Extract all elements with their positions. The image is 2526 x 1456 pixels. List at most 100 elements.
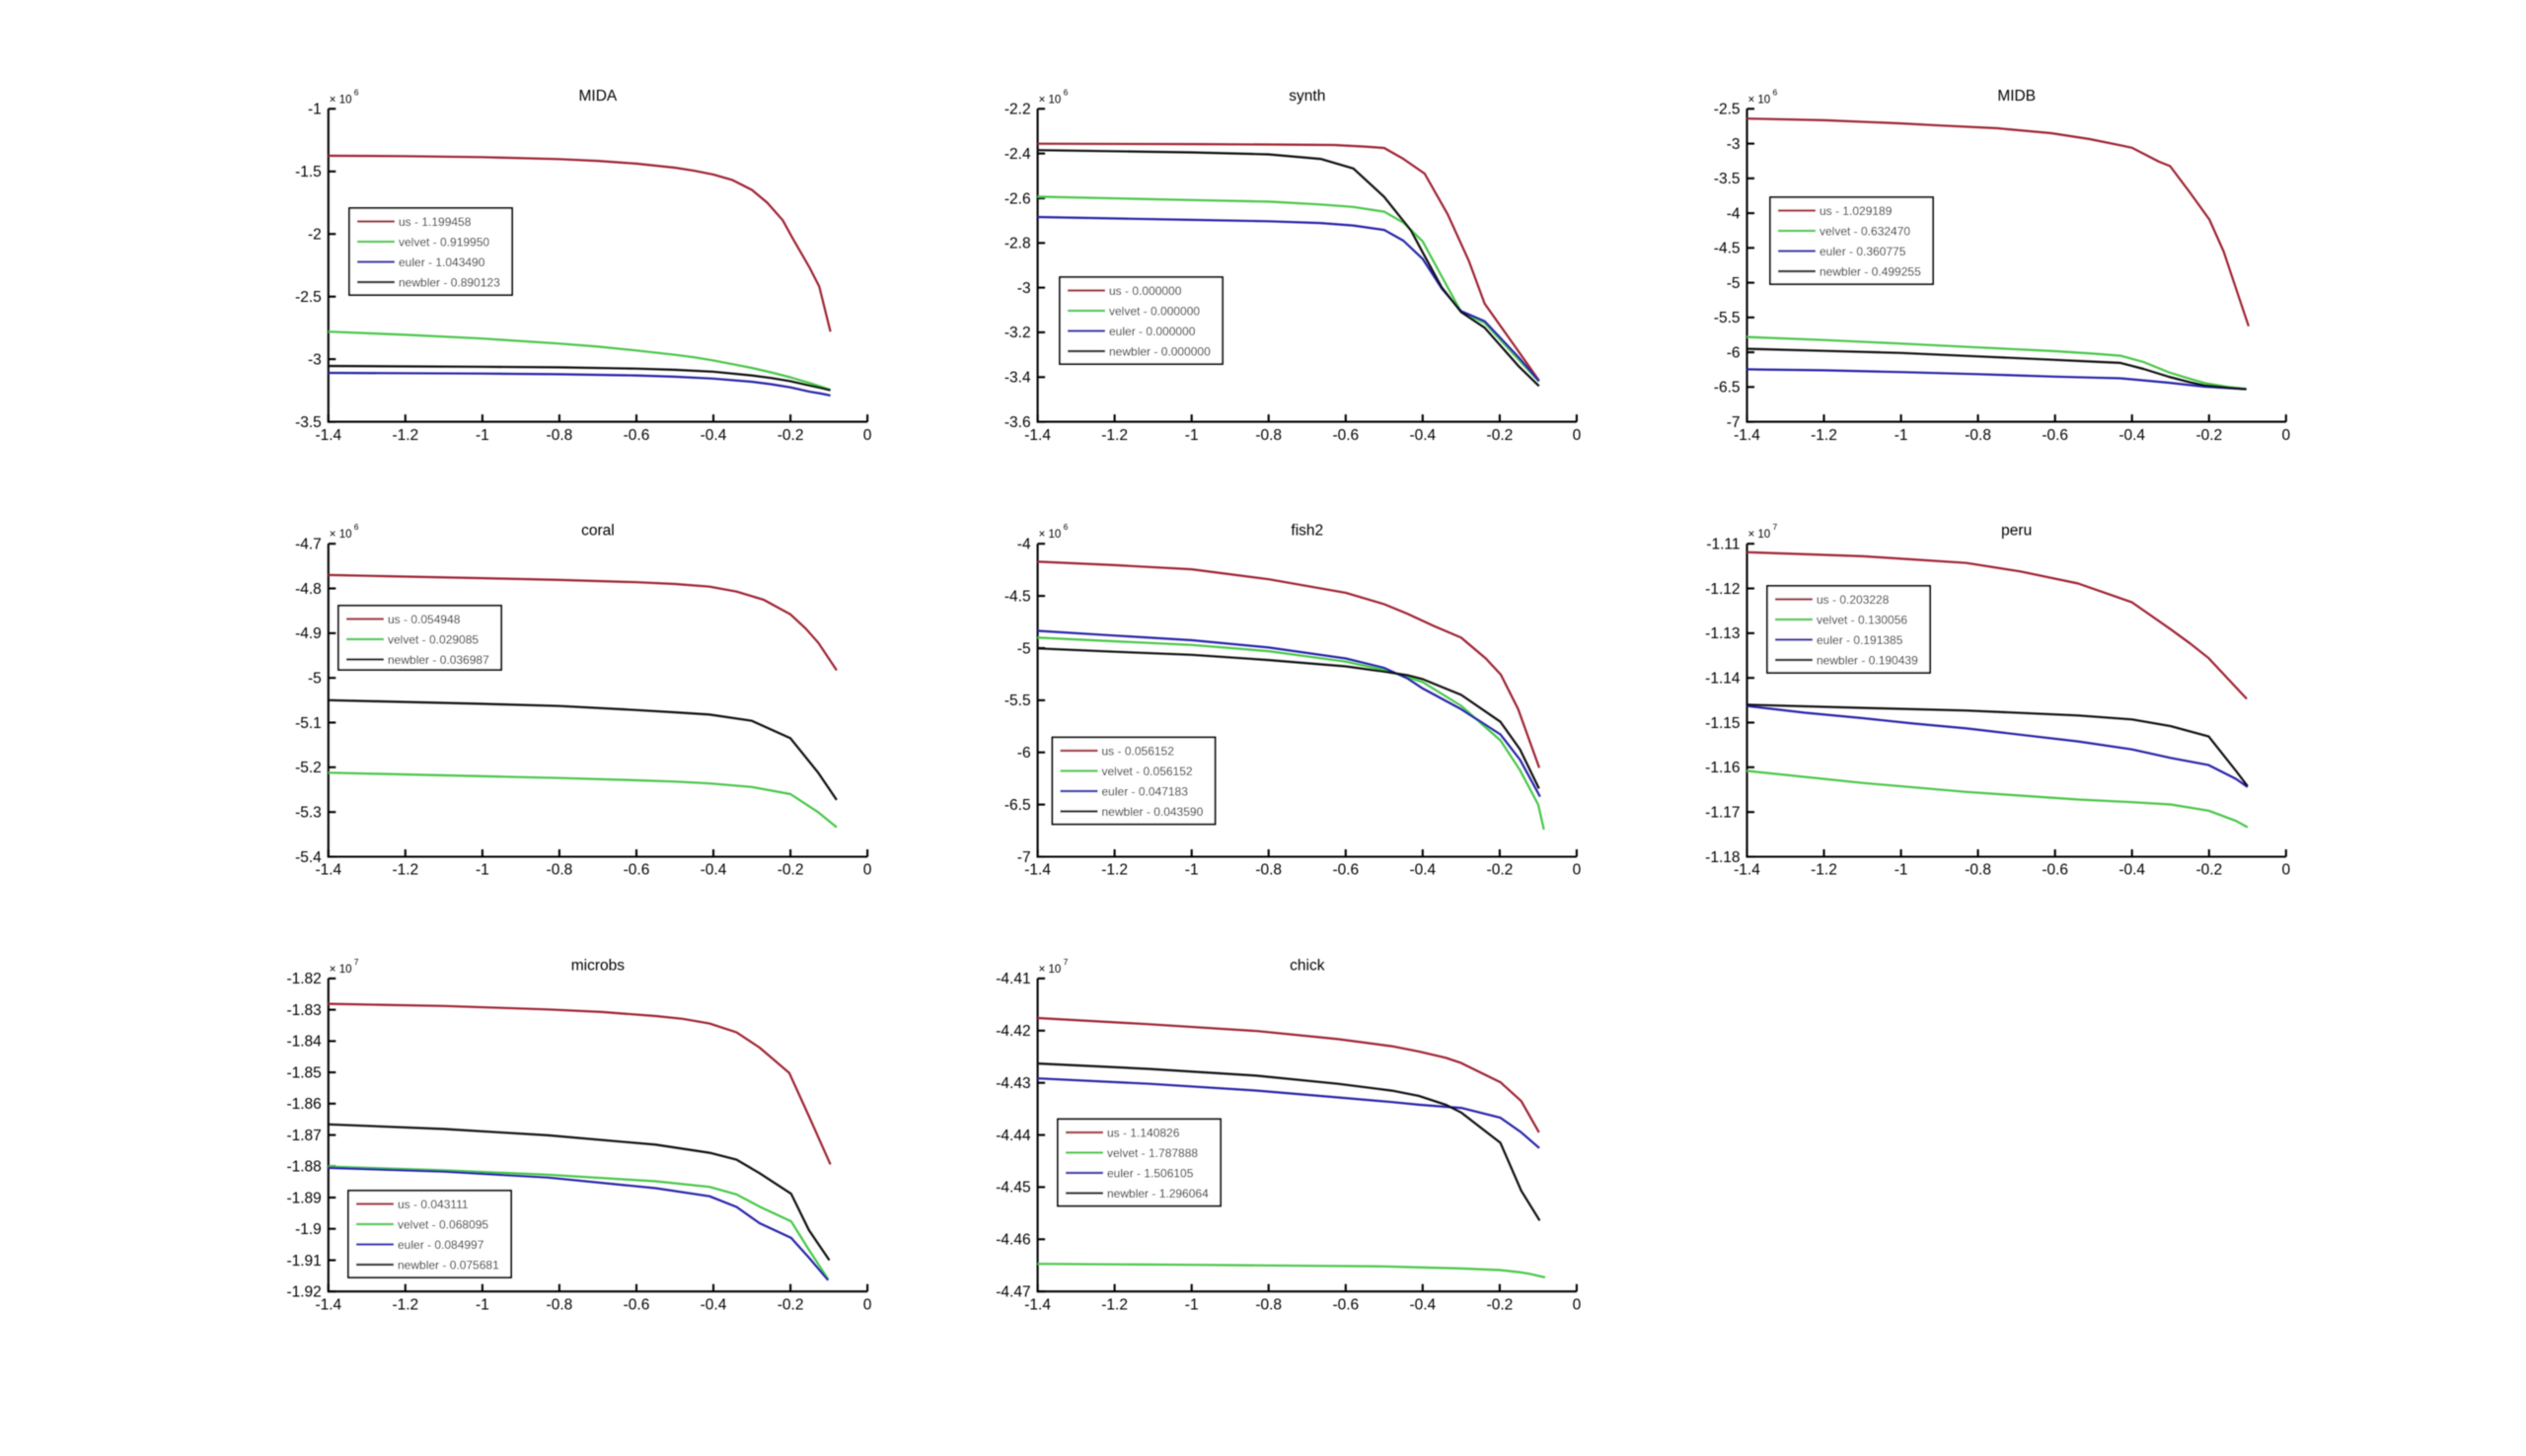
svg-text:-1.11: -1.11 [1706,537,1740,553]
svg-text:-4.7: -4.7 [295,537,322,553]
svg-text:-0.2: -0.2 [1487,862,1514,879]
svg-text:-0.6: -0.6 [624,427,650,444]
svg-text:-6.5: -6.5 [1714,380,1741,397]
svg-text:-4.45: -4.45 [996,1180,1030,1197]
svg-text:-7: -7 [1017,849,1031,866]
svg-text:-0.8: -0.8 [1965,862,1991,879]
svg-text:-3: -3 [1017,280,1031,297]
svg-text:× 10: × 10 [330,94,352,106]
svg-text:us - 0.000000: us - 0.000000 [1109,284,1182,298]
svg-text:-1.9: -1.9 [295,1221,322,1238]
svg-text:6: 6 [354,87,359,97]
svg-text:coral: coral [581,523,615,540]
svg-text:-0.6: -0.6 [2042,862,2068,879]
svg-text:-1.2: -1.2 [1101,427,1128,444]
svg-text:-1.4: -1.4 [1734,862,1760,879]
svg-text:7: 7 [1064,957,1069,967]
svg-text:× 10: × 10 [330,529,352,541]
svg-text:microbs: microbs [571,957,626,974]
svg-text:velvet - 0.919950: velvet - 0.919950 [399,235,489,249]
svg-text:newbler - 0.890123: newbler - 0.890123 [399,275,500,289]
svg-text:-1.83: -1.83 [286,1002,321,1019]
svg-text:euler - 0.000000: euler - 0.000000 [1109,325,1196,338]
svg-text:-4.5: -4.5 [1004,588,1031,605]
svg-text:us - 0.056152: us - 0.056152 [1102,744,1175,758]
svg-text:× 10: × 10 [1748,529,1771,541]
svg-text:-1.4: -1.4 [1024,1296,1051,1313]
svg-text:-0.4: -0.4 [1409,1296,1436,1313]
svg-text:-1.17: -1.17 [1705,805,1740,822]
svg-text:newbler - 0.075681: newbler - 0.075681 [398,1258,499,1272]
svg-text:-6: -6 [1017,745,1031,762]
svg-text:-5.1: -5.1 [295,715,322,732]
svg-text:-0.2: -0.2 [778,427,804,444]
svg-text:-3.4: -3.4 [1004,370,1031,387]
svg-text:-5.2: -5.2 [295,760,322,776]
svg-text:0: 0 [863,427,872,444]
svg-text:0: 0 [863,862,872,879]
svg-text:-1.86: -1.86 [286,1096,321,1113]
svg-text:-1.2: -1.2 [1811,862,1837,879]
svg-text:-1.2: -1.2 [1101,1296,1128,1313]
svg-text:× 10: × 10 [1039,94,1062,106]
svg-text:MIDB: MIDB [1997,88,2036,105]
svg-text:-0.4: -0.4 [1409,427,1436,444]
svg-text:fish2: fish2 [1291,523,1323,540]
svg-text:-4: -4 [1017,537,1031,553]
svg-text:-0.4: -0.4 [2118,427,2145,444]
svg-text:-7: -7 [1727,414,1741,431]
svg-text:-0.8: -0.8 [1255,862,1282,879]
svg-text:-5: -5 [1727,275,1741,292]
svg-text:-0.2: -0.2 [1487,1296,1514,1313]
svg-text:7: 7 [1773,522,1778,532]
svg-text:-2.5: -2.5 [1714,102,1741,118]
svg-text:-1.85: -1.85 [286,1064,321,1081]
svg-text:velvet - 0.000000: velvet - 0.000000 [1109,304,1200,318]
svg-text:-2: -2 [308,227,322,244]
svg-text:-0.8: -0.8 [1255,1296,1282,1313]
svg-text:-1.4: -1.4 [1024,862,1051,879]
svg-text:-1.16: -1.16 [1705,760,1740,776]
svg-text:-0.2: -0.2 [1487,427,1514,444]
svg-text:newbler - 0.000000: newbler - 0.000000 [1109,344,1211,358]
svg-text:-0.4: -0.4 [701,862,727,879]
svg-text:-1.4: -1.4 [315,1296,341,1313]
svg-text:-1: -1 [308,102,322,118]
svg-text:-0.6: -0.6 [624,1296,650,1313]
svg-text:-0.2: -0.2 [778,862,804,879]
svg-text:-4: -4 [1727,205,1741,222]
svg-text:-0.8: -0.8 [1255,427,1282,444]
svg-text:-1.12: -1.12 [1705,581,1740,598]
svg-text:MIDA: MIDA [579,88,618,105]
svg-text:0: 0 [2281,862,2290,879]
svg-text:velvet - 0.632470: velvet - 0.632470 [1820,224,1910,238]
svg-text:-0.4: -0.4 [701,427,727,444]
svg-text:6: 6 [354,522,359,532]
svg-text:-4.9: -4.9 [295,625,322,642]
svg-text:-1.92: -1.92 [286,1284,321,1301]
svg-text:-1: -1 [1185,427,1199,444]
svg-text:-0.6: -0.6 [2042,427,2068,444]
svg-text:euler - 0.084997: euler - 0.084997 [398,1238,484,1252]
svg-text:× 10: × 10 [1039,964,1062,976]
svg-text:synth: synth [1289,88,1325,105]
svg-text:-1.18: -1.18 [1705,849,1740,866]
svg-text:0: 0 [2281,427,2290,444]
svg-text:peru: peru [2001,523,2032,540]
svg-text:-0.8: -0.8 [547,862,573,879]
svg-text:6: 6 [1064,522,1069,532]
svg-text:6: 6 [1064,87,1069,97]
svg-text:velvet - 0.130056: velvet - 0.130056 [1817,613,1907,626]
svg-text:velvet - 0.029085: velvet - 0.029085 [388,632,479,646]
svg-text:-1.4: -1.4 [315,427,341,444]
svg-text:-1.87: -1.87 [286,1128,321,1144]
svg-text:-0.8: -0.8 [1965,427,1991,444]
svg-text:-1.14: -1.14 [1705,671,1741,688]
svg-text:-4.41: -4.41 [996,971,1030,987]
svg-text:-1.2: -1.2 [1101,862,1128,879]
svg-text:newbler - 0.036987: newbler - 0.036987 [388,653,489,667]
svg-text:-1.2: -1.2 [1811,427,1837,444]
svg-text:-1: -1 [1185,862,1199,879]
svg-text:0: 0 [1573,1296,1582,1313]
svg-text:euler - 0.191385: euler - 0.191385 [1817,633,1903,647]
